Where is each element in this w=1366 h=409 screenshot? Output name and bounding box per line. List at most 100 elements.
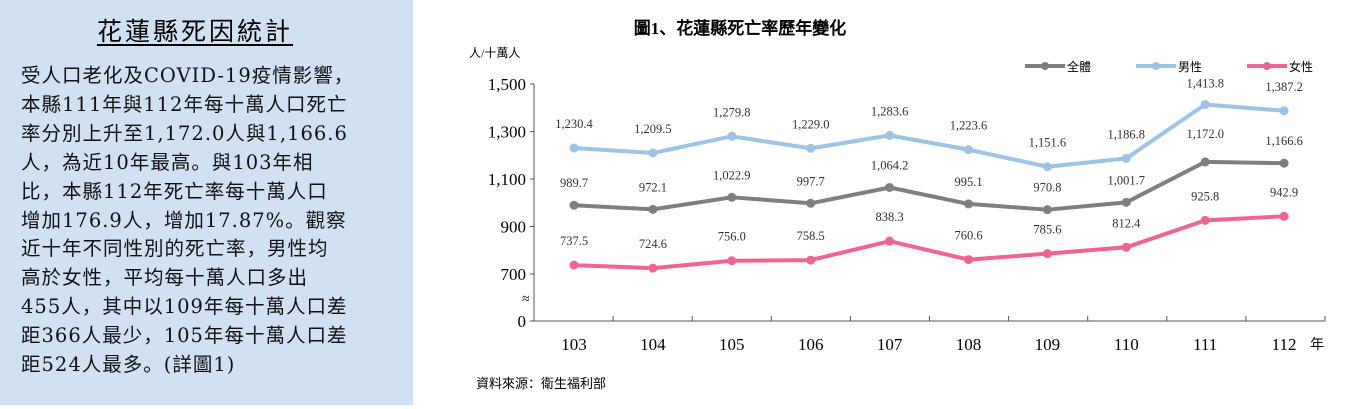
- data-point: [806, 198, 816, 208]
- x-axis-unit: 年: [1310, 337, 1324, 353]
- data-label: 756.0: [718, 230, 746, 244]
- y-tick-label: 700: [501, 265, 527, 284]
- data-point: [1279, 211, 1289, 221]
- data-label: 1,279.8: [713, 105, 751, 119]
- data-point: [648, 204, 658, 214]
- legend-marker: [1263, 62, 1271, 70]
- source-note: 資料來源：衛生福利部: [476, 376, 606, 391]
- data-label: 838.3: [876, 210, 904, 224]
- data-label: 972.1: [639, 180, 667, 194]
- panel-title: 花蓮縣死因統計: [96, 17, 293, 46]
- data-point: [885, 130, 895, 140]
- y-tick-label: 900: [501, 218, 527, 237]
- data-point: [1121, 153, 1131, 163]
- data-point: [1279, 158, 1289, 168]
- data-point: [648, 263, 658, 273]
- x-tick-label: 111: [1193, 335, 1217, 354]
- data-label: 1,166.6: [1265, 134, 1303, 148]
- x-tick-label: 109: [1035, 335, 1061, 354]
- series-line-女性: [573, 214, 1285, 271]
- data-label: 1,283.6: [871, 104, 909, 118]
- data-label: 1,413.8: [1186, 76, 1224, 90]
- y-tick-label: 1,300: [488, 123, 526, 142]
- panel-line: 本縣111年與112年每十萬人口死亡: [21, 92, 348, 116]
- legend-label: 全體: [1067, 59, 1091, 74]
- panel-line: 高於女性，平均每十萬人口多出: [21, 266, 309, 290]
- data-point: [1042, 249, 1052, 259]
- x-tick-label: 103: [561, 335, 587, 354]
- y-tick-label: 0: [518, 312, 527, 331]
- data-label: 1,230.4: [555, 117, 593, 131]
- data-point: [1121, 242, 1131, 252]
- data-label: 1,209.5: [634, 122, 672, 136]
- series-line-男性: [573, 102, 1285, 169]
- data-point: [1042, 205, 1052, 215]
- data-point: [885, 236, 895, 246]
- legend-marker: [1041, 62, 1049, 70]
- data-label: 1,387.2: [1265, 80, 1303, 94]
- x-tick-label: 112: [1272, 335, 1297, 354]
- data-point: [1200, 157, 1210, 167]
- panel-line: 距524人最多。(詳圖1): [21, 353, 236, 377]
- axis-break-icon: ≈: [522, 292, 530, 307]
- data-label: 760.6: [954, 229, 982, 243]
- data-point: [964, 199, 973, 209]
- data-label: 989.7: [560, 176, 588, 190]
- data-point: [806, 143, 816, 153]
- x-tick-label: 105: [719, 335, 745, 354]
- data-label: 995.1: [954, 175, 982, 189]
- x-tick-label: 104: [640, 335, 666, 354]
- data-label: 1,186.8: [1108, 127, 1146, 141]
- data-point: [727, 256, 737, 266]
- chart-svg: 圖1、花蓮縣死亡率歷年變化 人/十萬人 資料來源：衛生福利部 1,500 1,30…: [469, 18, 1326, 391]
- data-label: 1,001.7: [1108, 173, 1146, 187]
- data-point: [569, 143, 579, 153]
- data-point: [1279, 106, 1289, 116]
- data-label: 724.6: [639, 237, 667, 251]
- data-point: [1042, 162, 1052, 172]
- series-line-全體: [573, 159, 1285, 212]
- data-label: 1,223.6: [950, 119, 988, 133]
- data-label: 942.9: [1270, 185, 1298, 199]
- legend-label: 男性: [1178, 60, 1202, 74]
- x-tick-label: 106: [798, 335, 824, 354]
- data-label: 758.5: [797, 229, 825, 243]
- data-label: 812.4: [1112, 216, 1141, 230]
- data-point: [727, 131, 737, 141]
- x-tick-label: 107: [877, 335, 903, 354]
- data-point: [1200, 99, 1210, 109]
- x-tick-label: 108: [956, 335, 982, 354]
- panel-line: 比，本縣112年死亡率每十萬人口: [21, 179, 328, 203]
- data-label: 1,172.0: [1186, 127, 1224, 141]
- data-point: [885, 183, 895, 193]
- panel-line: 近十年不同性別的死亡率，男性均: [21, 237, 329, 261]
- legend-label: 女性: [1289, 59, 1313, 74]
- data-label: 1,022.9: [713, 168, 751, 182]
- panel-line: 受人口老化及COVID-19疫情影響，: [21, 64, 355, 87]
- data-label: 1,229.0: [792, 117, 830, 131]
- data-label: 785.6: [1033, 223, 1061, 237]
- data-point: [648, 148, 658, 158]
- y-tick-label: 1,500: [488, 75, 526, 94]
- data-point: [806, 255, 816, 265]
- data-point: [964, 145, 973, 155]
- death-rate-chart: 圖1、花蓮縣死亡率歷年變化 人/十萬人 資料來源：衛生福利部 1,500 1,30…: [413, 0, 1366, 405]
- panel-line: 455人，其中以109年每十萬人口差: [21, 295, 348, 319]
- legend-marker: [1152, 62, 1160, 70]
- panel-line: 增加176.9人，增加17.87%。觀察: [21, 208, 347, 232]
- data-point: [1121, 197, 1131, 207]
- data-label: 1,151.6: [1029, 136, 1067, 150]
- data-point: [727, 192, 737, 202]
- y-axis-label: 人/十萬人: [469, 46, 520, 60]
- panel-body: 受人口老化及COVID-19疫情影響， 本縣111年與112年每十萬人口死亡 率分別…: [21, 62, 354, 380]
- data-label: 1,064.2: [871, 159, 909, 173]
- data-point: [569, 200, 579, 210]
- y-tick-label: 1,100: [488, 170, 526, 189]
- data-label: 737.5: [560, 234, 588, 248]
- summary-panel: 花蓮縣死因統計 受人口老化及COVID-19疫情影響， 本縣111年與112年每十…: [0, 0, 413, 405]
- data-label: 970.8: [1033, 181, 1061, 195]
- data-point: [569, 260, 579, 270]
- data-label: 997.7: [797, 174, 825, 188]
- data-point: [964, 255, 973, 265]
- panel-line: 率分別上升至1,172.0人與1,166.6: [21, 121, 348, 145]
